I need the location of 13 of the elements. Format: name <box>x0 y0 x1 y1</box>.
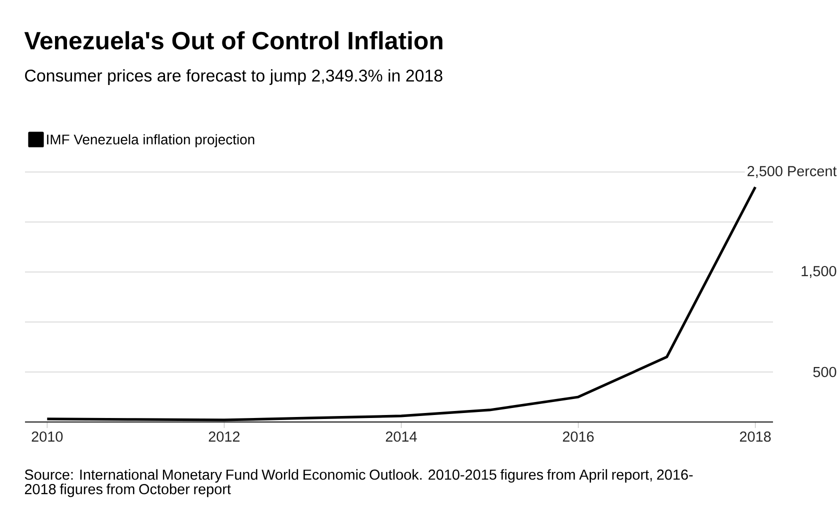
x-tick-label: 2016 <box>562 432 594 442</box>
y-tick-label: 500 <box>813 366 836 378</box>
line-series <box>46 186 757 422</box>
y-tick-label: 1,500 <box>802 266 836 278</box>
chart-subtitle: Consumer prices are forecast to jump 2,349.3% in 2018 <box>25 69 442 85</box>
chart-title: Venezuela's Out of Control Inflation <box>24 31 442 50</box>
x-tick-label: 2014 <box>386 432 417 442</box>
legend-label: IMF Venezuela inflation projection <box>47 134 254 148</box>
y-tick-label: 2,500 Percent <box>748 166 837 178</box>
x-tick-label: 2010 <box>32 432 63 442</box>
x-tick-label: 2018 <box>740 432 771 442</box>
x-tick-label: 2012 <box>208 432 240 442</box>
source-note: Source: International Monetary Fund World Economic Outlook. 2010-2015 figures from April report, 2016-2018 figures from October report <box>24 469 693 498</box>
